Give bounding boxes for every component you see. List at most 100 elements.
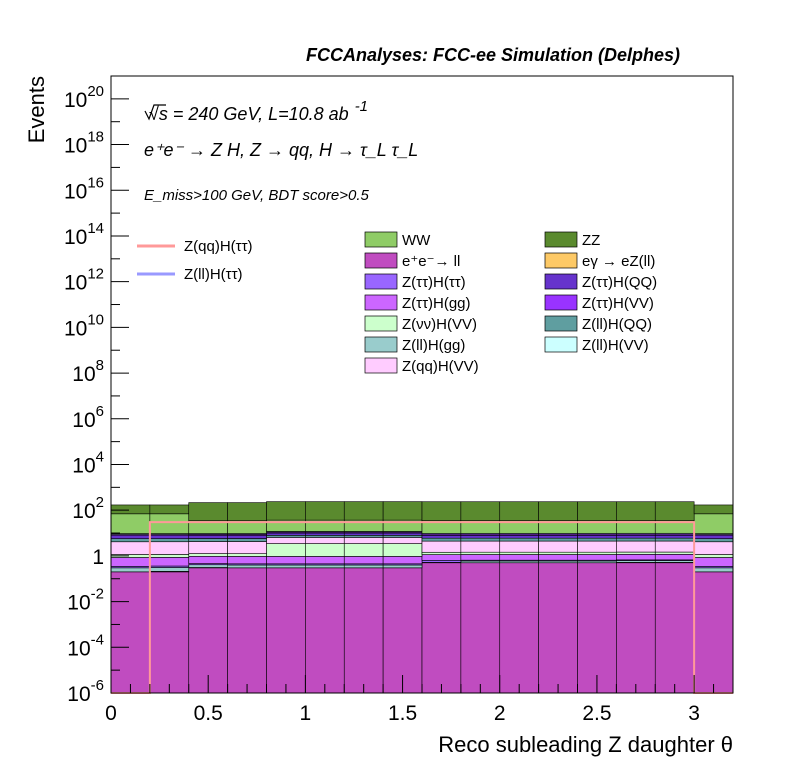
stack-bar-Z(ττ)H(ττ): [421, 560, 462, 563]
stack-bar-Z(ττ)H(QQ): [616, 534, 656, 539]
stack-bar-ZZ: [654, 501, 695, 521]
stack-bar-Z(ll)H(QQ): [421, 537, 462, 542]
y-tick-label: 1012: [64, 266, 104, 295]
stack-bar-WW: [110, 513, 151, 534]
stack-bar-Z(qq)H(VV): [538, 540, 578, 553]
stack-bar-Z(ll)H(QQ): [499, 537, 539, 542]
stack-bar-ZZ: [538, 501, 578, 521]
stack-bar-e⁺e⁻→ ll: [654, 562, 695, 694]
stack-bar-Z(ll)H(gg): [343, 564, 384, 569]
stack-bar-Z(νν)H(VV): [499, 551, 539, 555]
legend-label-Z(ττ)H(ττ): Z(ττ)H(ττ): [402, 274, 466, 291]
stack-bar-Z(ττ)H(gg): [110, 557, 151, 567]
stack-bar-Z(qq)H(VV): [616, 540, 656, 553]
y-tick-label: 1: [92, 546, 104, 569]
stack-bar-Z(ττ)H(gg): [499, 554, 539, 561]
stack-bar-Z(ll)H(QQ): [149, 538, 190, 543]
stack-bar-Z(ττ)H(QQ): [693, 535, 734, 540]
legend-swatch-ZZ: [544, 231, 578, 248]
stack-bar-ZZ: [305, 501, 345, 521]
stack-bar-ZZ: [693, 504, 734, 515]
stack-bar-Z(qq)H(VV): [460, 540, 501, 553]
y-axis-title: Events: [24, 76, 49, 143]
stack-bar-Z(ττ)H(gg): [149, 557, 190, 567]
stack-bar-e⁺e⁻→ ll: [227, 567, 267, 694]
stack-bar-e⁺e⁻→ ll: [538, 562, 578, 694]
energy-exponent: -1: [355, 98, 368, 115]
stack-bar-Z(ττ)H(QQ): [188, 535, 228, 539]
stack-bar-e⁺e⁻→ ll: [499, 562, 539, 694]
stack-bar-Z(ll)H(gg): [266, 564, 306, 569]
legend: Z(qq)H(ττ) Z(ll)H(ττ) WW e⁺e⁻→ ll Z(ττ)H(ττ)…: [137, 231, 657, 375]
y-axis-ticks: 1020 1018 1016 1014 1012 1010 108 106 104 102 1 10-…: [64, 75, 129, 706]
signal-overlays: [111, 521, 733, 694]
legend-swatch-eγ → eZ(ll): [544, 252, 578, 269]
stack-bar-e⁺e⁻→ ll: [188, 567, 228, 694]
stack-bar-Z(ττ)H(QQ): [499, 535, 539, 539]
x-tick-label: 2.5: [582, 702, 611, 725]
stack-bar-Z(ll)H(gg): [149, 567, 190, 572]
chart-header: FCCAnalyses: FCC-ee Simulation (Delphes): [306, 45, 680, 65]
stack-bar-Z(qq)H(VV): [149, 541, 190, 555]
stack-bar-ZZ: [227, 502, 267, 522]
stack-bar-ZZ: [499, 501, 539, 521]
stack-bar-Z(ll)H(QQ): [227, 538, 267, 542]
legend-swatch-Z(ll)H(VV): [544, 336, 578, 353]
stack-bar-e⁺e⁻→ ll: [693, 571, 734, 694]
y-tick-label: 106: [72, 403, 104, 432]
legend-swatch-Z(ττ)H(gg): [364, 294, 398, 311]
stack-bar-Z(qq)H(VV): [693, 541, 734, 555]
stack-bar-e⁺e⁻→ ll: [421, 562, 462, 694]
stack-bar-Z(ll)H(QQ): [305, 535, 345, 538]
stack-bar-ZZ: [149, 504, 190, 515]
stack-bar-Z(νν)H(VV): [266, 543, 306, 557]
stack-bar-Z(qq)H(VV): [654, 540, 695, 553]
stack-bar-Z(νν)H(VV): [693, 554, 734, 558]
stack-bar-Z(ττ)H(QQ): [538, 535, 578, 539]
stack-bar-Z(νν)H(VV): [616, 551, 656, 555]
stack-bar-Z(νν)H(VV): [227, 553, 267, 557]
stack-bar-ZZ: [382, 501, 423, 521]
x-axis-ticks: 0 0.5 1 1.5 2 2.5 3: [105, 675, 734, 725]
stack-bar-ZZ: [460, 501, 501, 521]
stack-bar-ZZ: [343, 501, 384, 521]
stack-bar-ZZ: [188, 502, 228, 522]
energy-annotation: √s = 240 GeV, L=10.8 ab -1: [149, 98, 368, 124]
y-tick-label: 1010: [64, 311, 104, 340]
stack-bar-ZZ: [110, 504, 151, 515]
stack-bar-Z(ττ)H(QQ): [343, 532, 384, 536]
stack-bar-Z(ll)H(QQ): [188, 538, 228, 542]
legend-label-ZZ: ZZ: [582, 232, 600, 249]
legend-label-Z(ll)H(QQ): Z(ll)H(QQ): [582, 316, 652, 333]
stack-bar-ZZ: [266, 501, 306, 521]
stack-bar-Z(ττ)H(QQ): [227, 535, 267, 539]
legend-label-Z(νν)H(VV): Z(νν)H(VV): [402, 316, 477, 333]
stack-bar-Z(ll)H(QQ): [577, 537, 617, 542]
legend-label-Z(ll)H(ττ): Z(ll)H(ττ): [184, 266, 243, 283]
stack-bar-Z(ll)H(gg): [305, 564, 345, 569]
legend-label-WW: WW: [402, 232, 431, 249]
stack-bar-Z(ll)H(QQ): [110, 538, 151, 543]
stack-bar-Z(ττ)H(QQ): [577, 535, 617, 539]
stack-bar-e⁺e⁻→ ll: [305, 567, 345, 694]
stack-bar-Z(ττ)H(QQ): [266, 532, 306, 536]
stack-bar-ZZ: [577, 501, 617, 521]
y-tick-label: 1016: [64, 174, 104, 203]
legend-label-Z(ττ)H(VV): Z(ττ)H(VV): [582, 295, 654, 312]
stack-bar-Z(ττ)H(gg): [654, 554, 695, 561]
stack-bar-Z(νν)H(VV): [149, 554, 190, 558]
stack-bar-Z(ll)H(QQ): [654, 537, 695, 542]
y-tick-label: 1020: [64, 83, 104, 112]
stack-bar-Z(qq)H(VV): [421, 540, 462, 553]
stack-bar-Z(qq)H(VV): [266, 537, 306, 544]
annotation-block: √s = 240 GeV, L=10.8 ab -1 e⁺e⁻ → Z H, Z …: [144, 98, 418, 204]
x-tick-label: 0: [105, 702, 117, 725]
stack-bar-e⁺e⁻→ ll: [460, 562, 501, 694]
stack-bar-Z(ll)H(QQ): [538, 537, 578, 542]
legend-label-e⁺e⁻→ ll: e⁺e⁻→ ll: [402, 253, 460, 270]
stack-bar-Z(ττ)H(gg): [382, 556, 423, 565]
stack-bar-Z(νν)H(VV): [421, 551, 462, 555]
legend-swatch-WW: [364, 231, 398, 248]
legend-label-Z(ττ)H(gg): Z(ττ)H(gg): [402, 295, 471, 312]
